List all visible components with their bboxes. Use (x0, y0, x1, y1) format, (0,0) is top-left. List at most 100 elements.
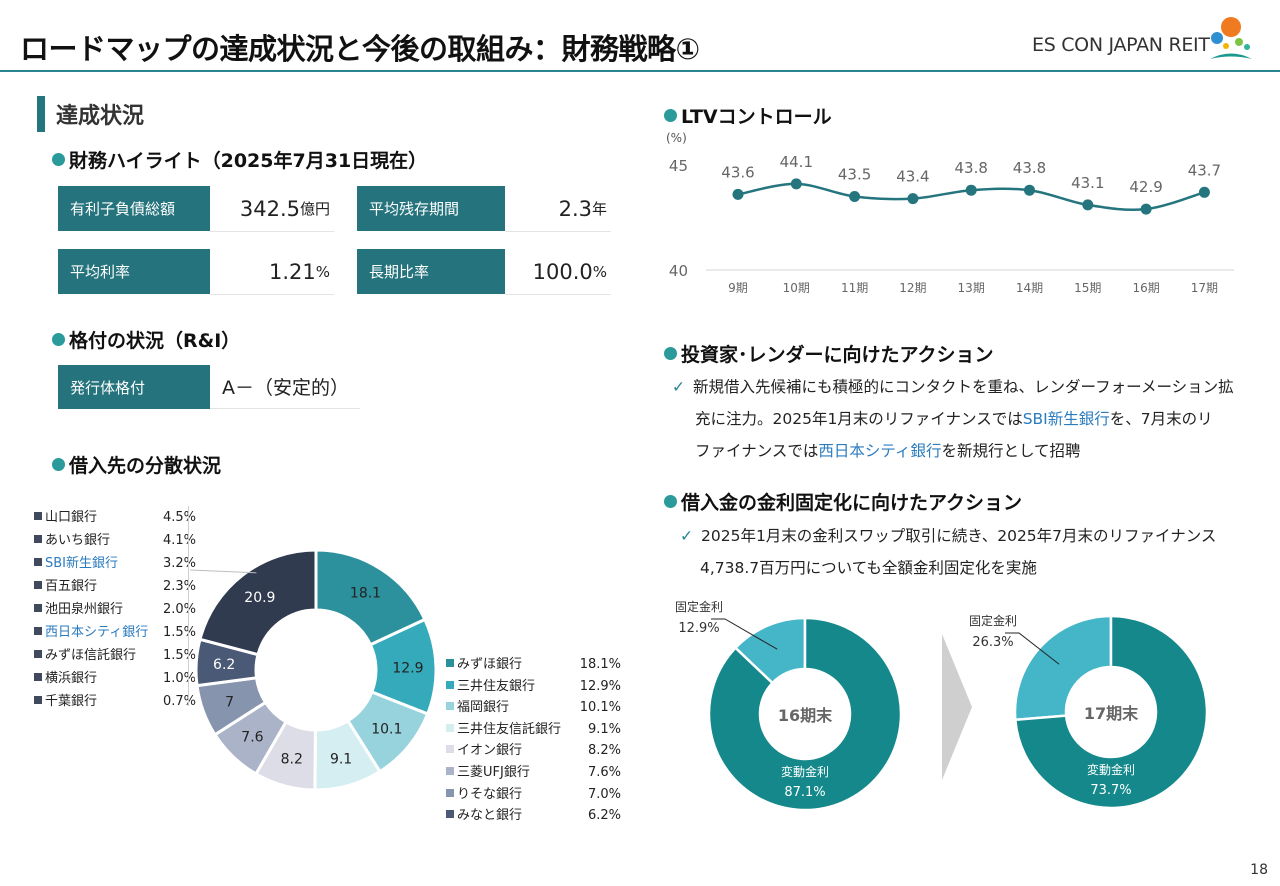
ltv-data-label: 43.8 (954, 159, 987, 177)
legend-pct: 4.1% (162, 533, 196, 548)
legend-swatch (34, 558, 42, 566)
ltv-point (732, 188, 744, 200)
legend-pct: 6.2% (587, 808, 621, 824)
lender-donut-chart: 18.1 12.9 10.1 9.1 8.2 7.6 7 6.2 20.9 (189, 548, 438, 792)
legend-pct: 2.3% (162, 579, 196, 594)
legend-item: 西日本シティ銀行 1.5% (34, 621, 196, 640)
bullet-dot-icon (664, 347, 677, 360)
section-title: 達成状況 (56, 104, 145, 129)
variable-rate-value: 87.1% (784, 785, 825, 800)
legend-swatch (446, 767, 454, 775)
y-tick-label: 40 (669, 262, 688, 280)
ltv-point (907, 193, 919, 205)
legend-name: みなと銀行 (457, 808, 523, 824)
x-tick-label: 9期 (728, 281, 748, 295)
legend-swatch (34, 604, 42, 612)
x-tick-label: 11期 (841, 281, 868, 295)
avg-rate-label: 平均利率 (58, 249, 210, 294)
ltv-line-chart: (%) 40 45 43.6 9期 44.1 10期 43.5 11期 43.4 12期 43.8 13… (666, 131, 1234, 295)
lender-distribution-heading: 借入先の分散状況 (52, 451, 221, 478)
legend-swatch (34, 627, 42, 635)
legend-name: 西日本シティ銀行 (45, 625, 149, 640)
ltv-point (1082, 199, 1094, 211)
debt-total-label: 有利子負債総額 (58, 186, 210, 231)
variable-rate-label: 変動金利 (1087, 762, 1135, 777)
legend-swatch (34, 673, 42, 681)
ltv-data-label: 43.1 (1071, 174, 1104, 192)
slice-label: 18.1 (350, 585, 381, 601)
legend-name: 山口銀行 (45, 510, 98, 525)
donut-center-label: 17期末 (1084, 704, 1139, 723)
legend-name: あいち銀行 (45, 533, 111, 548)
legend-item: みずほ銀行 18.1% (446, 653, 621, 672)
legend-swatch (446, 659, 454, 667)
fixed-rate-action-line-1: ✓ 2025年1月末の金利スワップ取引に続き、2025年7月末のリファイナンス (680, 527, 1217, 545)
legend-name: 三菱UFJ銀行 (457, 765, 530, 780)
legend-item: 横浜銀行 1.0% (34, 667, 196, 686)
legend-pct: 7.0% (587, 786, 621, 802)
investor-action-line-2: 充に注力。2025年1月末のリファイナンスではSBI新生銀行を、7月末のリ (695, 410, 1213, 428)
section-marker (37, 96, 45, 132)
ltv-point (849, 191, 861, 202)
legend-pct: 18.1% (579, 657, 621, 672)
investor-action-line-1: ✓ 新規借入先候補にも積極的にコンタクトを重ね、レンダーフォーメーション拡 (672, 378, 1234, 396)
ltv-data-label: 43.5 (838, 166, 871, 184)
legend-swatch (34, 581, 42, 589)
legend-swatch (446, 723, 454, 732)
ltv-heading: LTVコントロール (664, 102, 832, 129)
ltv-point (1140, 203, 1152, 215)
legend-swatch (34, 512, 42, 520)
slice-label: 10.1 (371, 722, 402, 738)
long-term-ratio-value: 100.0% (505, 249, 611, 295)
bullet-dot-icon (664, 109, 677, 122)
legend-swatch (446, 810, 454, 819)
ltv-data-label: 43.6 (721, 163, 754, 181)
arrow-right-icon (942, 634, 972, 780)
slice-label: 6.2 (213, 657, 235, 673)
slice-label: 7.6 (241, 730, 263, 746)
investor-action-line-3: ファイナンスでは西日本シティ銀行を新規行として招聘 (695, 442, 1081, 460)
header-divider (0, 70, 1280, 72)
brand-name: ES CON JAPAN REIT (1032, 34, 1210, 56)
legend-name: 三井住友銀行 (457, 678, 536, 694)
fixed-rate-action-line-2: 4,738.7百万円についても全額金利固定化を実施 (700, 559, 1037, 577)
avg-remaining-value: 2.3 年 (505, 186, 611, 232)
legend-pct: 7.6% (587, 765, 621, 780)
legend-swatch (34, 696, 42, 704)
legend-name: みずほ信託銀行 (45, 648, 137, 663)
x-tick-label: 14期 (1016, 281, 1043, 295)
check-icon: ✓ (672, 378, 685, 396)
slice-label: 9.1 (330, 752, 352, 768)
legend-swatch (34, 535, 42, 543)
legend-pct: 8.2% (587, 743, 621, 759)
slice-label: 20.9 (244, 590, 275, 606)
ltv-data-label: 43.4 (896, 168, 929, 186)
variable-rate-label: 変動金利 (781, 764, 829, 779)
legend-item: りそな銀行 7.0% (446, 783, 621, 802)
legend-name: みずほ銀行 (457, 657, 523, 672)
ltv-point (1198, 186, 1210, 198)
legend-item: 池田泉州銀行 2.0% (34, 598, 196, 617)
x-tick-label: 13期 (958, 281, 985, 295)
legend-item: イオン銀行 8.2% (446, 739, 621, 758)
fixed-rate-value: 26.3% (972, 635, 1013, 650)
variable-rate-value: 73.7% (1090, 783, 1131, 798)
legend-pct: 1.0% (162, 671, 196, 686)
legend-item: SBI新生銀行 3.2% (34, 552, 196, 571)
legend-item: 福岡銀行 10.1% (446, 696, 621, 715)
x-tick-label: 17期 (1191, 281, 1218, 295)
legend-pct: 3.2% (162, 556, 196, 571)
legend-name: SBI新生銀行 (45, 556, 119, 571)
page-number: 18 (1250, 862, 1268, 878)
legend-item: 三井住友信託銀行 9.1% (446, 718, 621, 737)
check-icon: ✓ (680, 527, 693, 545)
fixed-rate-value: 12.9% (678, 621, 719, 636)
rating-heading: 格付の状況（R&I） (52, 326, 240, 353)
legend-item: あいち銀行 4.1% (34, 529, 196, 548)
legend-item: 百五銀行 2.3% (34, 575, 196, 594)
long-term-ratio-label: 長期比率 (357, 249, 505, 294)
donut-slice (1013, 614, 1209, 810)
brand-logo-icon (1210, 17, 1252, 59)
issuer-rating-value: A－（安定的） (210, 365, 360, 409)
x-tick-label: 15期 (1074, 281, 1101, 295)
